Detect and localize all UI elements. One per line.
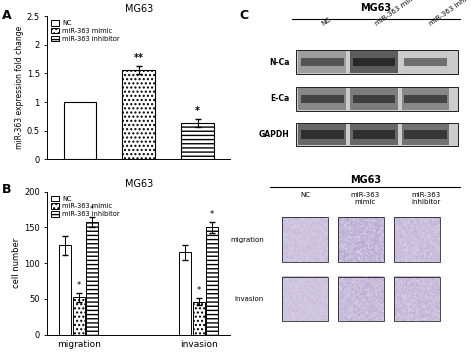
Y-axis label: miR-363 expression fold change: miR-363 expression fold change <box>15 26 24 149</box>
Bar <box>206 227 218 335</box>
Text: miR-363 inhibitor: miR-363 inhibitor <box>428 0 474 26</box>
Bar <box>283 217 328 262</box>
Text: GAPDH: GAPDH <box>259 130 290 139</box>
Bar <box>353 95 395 103</box>
Text: N-Ca: N-Ca <box>269 58 290 67</box>
Text: MG63: MG63 <box>350 175 381 185</box>
Bar <box>122 70 155 159</box>
Text: NC: NC <box>300 192 310 198</box>
Text: *: * <box>197 286 201 295</box>
Bar <box>338 217 383 262</box>
Bar <box>179 252 191 335</box>
Bar <box>404 58 447 67</box>
Bar <box>350 124 398 145</box>
Bar <box>404 130 447 139</box>
Y-axis label: cell number: cell number <box>12 238 21 288</box>
Bar <box>59 245 71 335</box>
Bar <box>296 50 458 74</box>
Bar <box>394 277 440 321</box>
Text: *: * <box>76 281 81 290</box>
Text: *: * <box>90 205 94 214</box>
Bar <box>299 124 346 145</box>
Bar <box>338 277 383 321</box>
Bar <box>86 222 98 335</box>
Bar <box>301 58 344 67</box>
Title: MG63: MG63 <box>125 179 153 189</box>
Bar <box>73 297 84 335</box>
Text: E-Ca: E-Ca <box>271 95 290 103</box>
Text: *: * <box>195 106 200 116</box>
Legend: NC, miR-363 mimic, miR-363 inhibitor: NC, miR-363 mimic, miR-363 inhibitor <box>51 195 120 218</box>
Text: A: A <box>2 9 12 22</box>
Bar <box>283 277 328 321</box>
Bar <box>296 123 458 146</box>
Text: NC: NC <box>320 16 332 26</box>
Text: C: C <box>239 9 248 22</box>
Text: miR-363 mimic: miR-363 mimic <box>374 0 421 26</box>
Text: miR-363
inhibitor: miR-363 inhibitor <box>411 192 440 205</box>
Bar <box>299 51 346 73</box>
Text: miR-363
mimic: miR-363 mimic <box>351 192 380 205</box>
Bar <box>296 87 458 111</box>
Bar <box>64 102 96 159</box>
Bar <box>299 88 346 110</box>
Text: migration: migration <box>230 237 264 242</box>
Bar <box>301 130 344 139</box>
Text: invasion: invasion <box>235 296 264 303</box>
Bar <box>402 124 449 145</box>
Bar <box>193 302 205 335</box>
Text: B: B <box>2 183 12 195</box>
Text: *: * <box>210 210 214 219</box>
Bar <box>353 130 395 139</box>
Bar <box>404 95 447 103</box>
Bar <box>182 123 214 159</box>
Title: MG63: MG63 <box>125 4 153 14</box>
Bar <box>301 95 344 103</box>
Text: MG63: MG63 <box>361 3 392 13</box>
Bar <box>394 217 440 262</box>
Bar <box>402 51 449 73</box>
Bar <box>353 58 395 67</box>
Bar <box>350 51 398 73</box>
Text: **: ** <box>134 53 144 63</box>
Bar <box>350 88 398 110</box>
Legend: NC, miR-363 mimic, miR-363 inhibitor: NC, miR-363 mimic, miR-363 inhibitor <box>51 19 120 42</box>
Bar <box>402 88 449 110</box>
